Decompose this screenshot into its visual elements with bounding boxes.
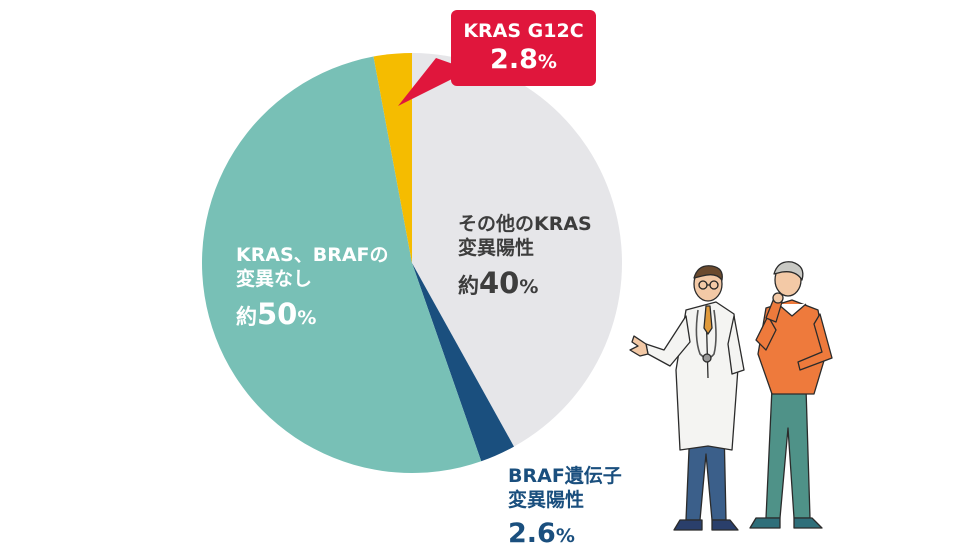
patient-figure [750, 262, 832, 528]
slice-label-other-kras: その他のKRAS 変異陽性 約40% [458, 213, 592, 301]
slice-value-other-number: 40 [479, 266, 519, 300]
slice-value-none-number: 50 [257, 297, 297, 331]
slice-value-none-prefix: 約 [236, 305, 257, 329]
slice-value-none-unit: % [297, 307, 316, 329]
slice-value-braf: 2.6% [508, 517, 622, 550]
slice-label-no-mutation: KRAS、BRAFの 変異なし 約50% [236, 244, 389, 332]
slice-value-braf-number: 2.6 [508, 518, 556, 549]
slice-label-other-line2: 変異陽性 [458, 237, 592, 261]
slice-label-none-line2: 変異なし [236, 268, 389, 292]
callout-value: 2.8 [490, 44, 538, 75]
doctor-and-patient-illustration [628, 258, 838, 540]
slice-value-none: 約50% [236, 296, 389, 332]
callout-title: KRAS G12C [451, 20, 596, 42]
slice-value-other-prefix: 約 [458, 274, 479, 298]
slice-value-other: 約40% [458, 265, 592, 301]
callout-value-row: 2.8% [451, 44, 596, 75]
slice-label-other-line1: その他のKRAS [458, 213, 592, 237]
slice-label-braf: BRAF遺伝子 変異陽性 2.6% [508, 465, 622, 550]
slice-value-other-unit: % [519, 276, 538, 298]
slice-label-braf-line2: 変異陽性 [508, 489, 622, 513]
doctor-figure [630, 266, 744, 530]
slice-label-braf-line1: BRAF遺伝子 [508, 465, 622, 489]
slice-value-braf-unit: % [556, 525, 575, 547]
callout-kras-g12c: KRAS G12C 2.8% [451, 10, 596, 86]
slice-label-none-line1: KRAS、BRAFの [236, 244, 389, 268]
callout-unit: % [538, 51, 557, 73]
